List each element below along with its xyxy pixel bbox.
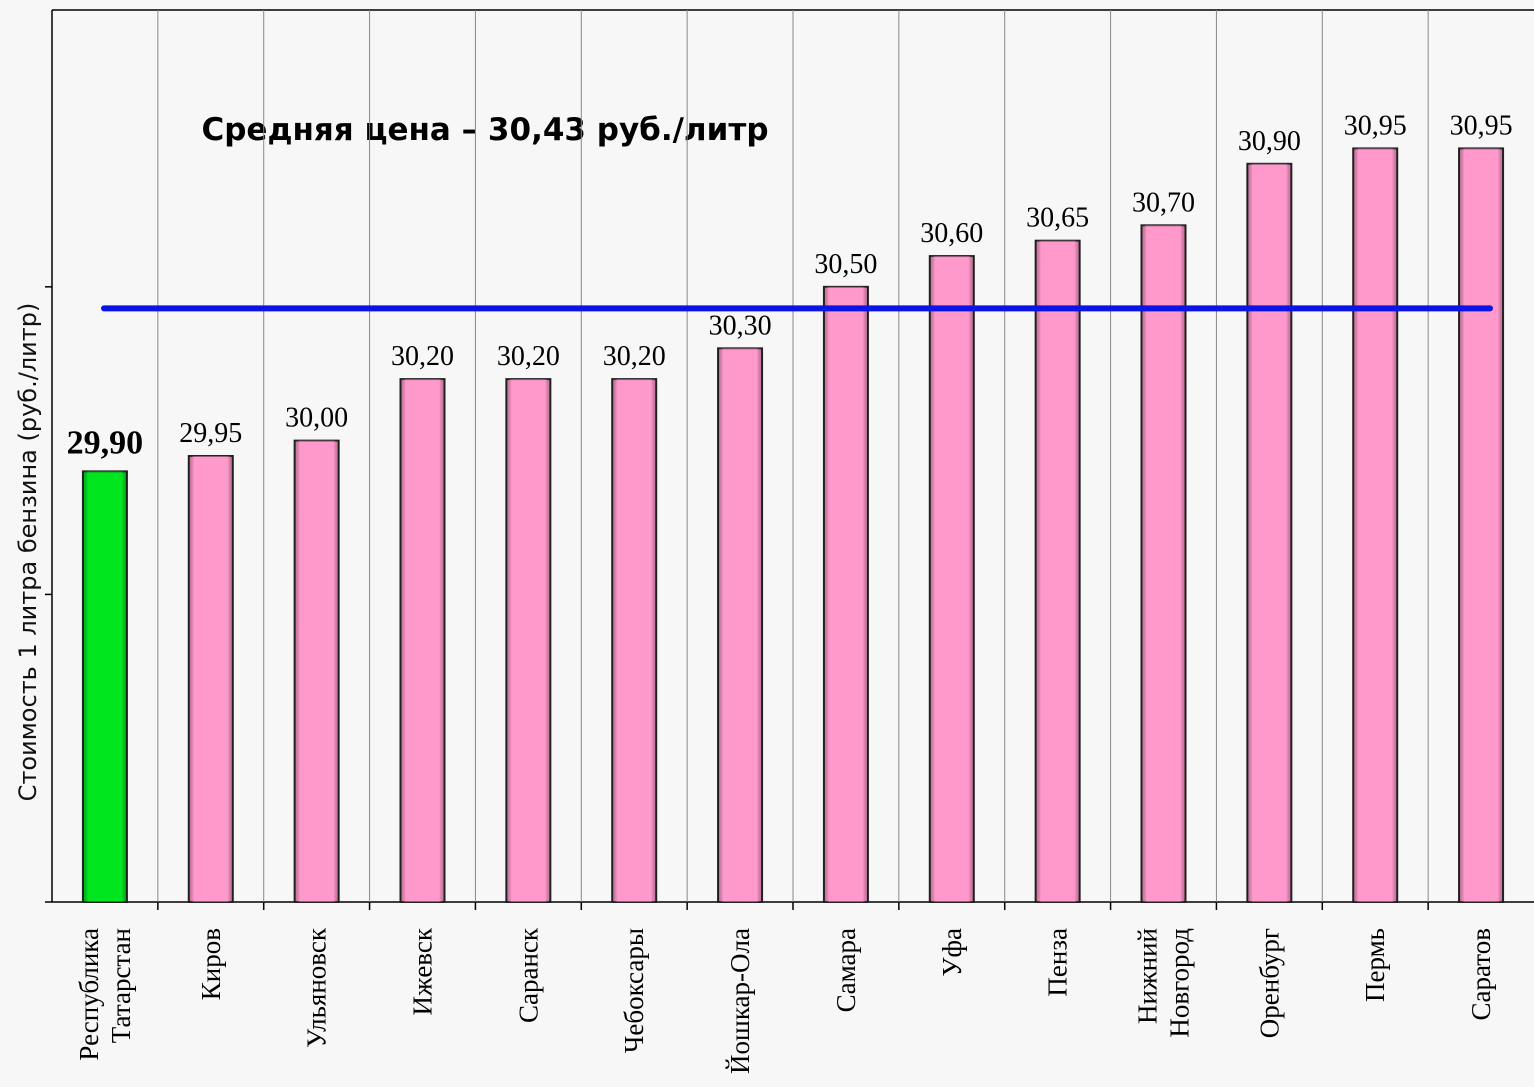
value-label: 30,70 <box>1132 187 1195 218</box>
bar-shade <box>294 440 339 902</box>
value-label: 30,20 <box>391 341 454 372</box>
value-label: 30,50 <box>814 249 877 280</box>
x-tick-label: Самара <box>831 928 861 1012</box>
x-tick-label: НижнийНовгород <box>1133 928 1195 1038</box>
bar-shade <box>1035 240 1080 903</box>
value-label: 29,95 <box>179 418 242 449</box>
bar-shade <box>823 286 868 902</box>
value-label: 30,90 <box>1238 126 1301 157</box>
value-label: 30,65 <box>1026 203 1089 234</box>
x-tick-label: Ижевск <box>408 927 438 1015</box>
bar-shade <box>1247 163 1292 903</box>
bar-shade <box>929 256 974 902</box>
value-label: 30,30 <box>709 310 772 341</box>
bar-shade <box>718 348 763 902</box>
value-label: 30,60 <box>920 218 983 249</box>
x-tick-label: Киров <box>196 928 226 1000</box>
x-tick-label: Ульяновск <box>302 927 332 1048</box>
x-tick-label: Йошкар-Ола <box>725 928 755 1074</box>
value-label: 30,95 <box>1344 110 1407 141</box>
value-label: 29,90 <box>67 424 144 461</box>
x-tick-label: Саранск <box>513 927 543 1023</box>
bar-shade <box>506 379 551 902</box>
value-label: 30,20 <box>497 341 560 372</box>
x-tick-label: Чебоксары <box>619 928 649 1053</box>
bar-shade <box>1459 148 1504 902</box>
bar-shade <box>400 379 445 902</box>
x-tick-label: Пермь <box>1360 928 1390 1002</box>
value-label: 30,95 <box>1450 110 1513 141</box>
bar-shade <box>612 379 657 902</box>
x-tick-label: Пенза <box>1043 928 1073 997</box>
x-tick-label: РеспубликаТатарстан <box>74 928 136 1061</box>
bar-shade <box>1353 148 1398 902</box>
x-tick-label: Саратов <box>1466 928 1496 1020</box>
x-tick-label: Оренбург <box>1254 928 1284 1038</box>
annotation: Средняя цена – 30,43 руб./литр <box>201 112 768 148</box>
bar-shade <box>188 456 233 902</box>
value-label: 30,20 <box>603 341 666 372</box>
bar-shade <box>82 471 127 902</box>
value-label: 30,00 <box>285 403 348 434</box>
y-axis-label: Стоимость 1 литра бензина (руб./литр) <box>14 303 42 802</box>
x-tick-label: Уфа <box>937 928 967 977</box>
bar-shade <box>1141 225 1186 902</box>
